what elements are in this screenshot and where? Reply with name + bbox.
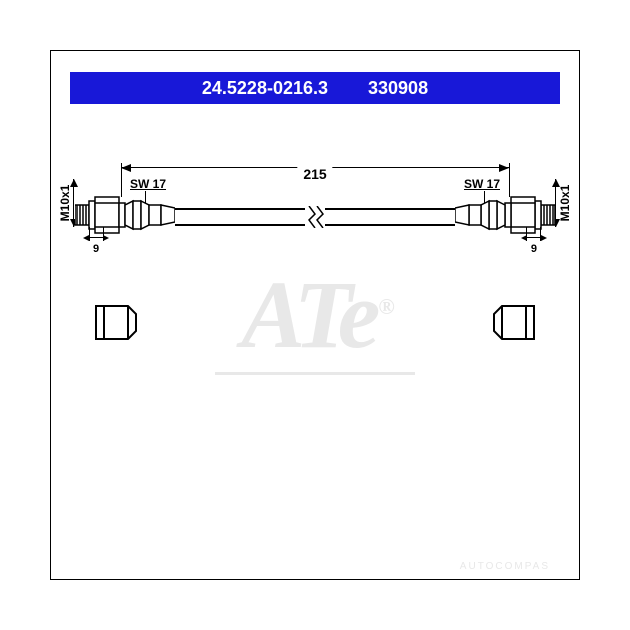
- thread-label: M10x1: [58, 184, 72, 221]
- fitting-left: [75, 195, 160, 235]
- break-symbol: [305, 206, 325, 228]
- dimension-value: 9: [531, 243, 537, 255]
- thread-dim-line: [555, 179, 556, 227]
- title-bar: 24.5228-0216.3 330908: [70, 72, 560, 104]
- canvas: 24.5228-0216.3 330908 ATe® AUTOCOMPAS 21…: [0, 0, 630, 630]
- end-view-left: [95, 305, 137, 340]
- hose-tube: [175, 208, 455, 226]
- footer-watermark: AUTOCOMPAS: [460, 561, 550, 572]
- thread-label: M10x1: [558, 184, 572, 221]
- part-code: 330908: [368, 78, 428, 99]
- end-view-right: [493, 305, 535, 340]
- dimension-value: 9: [93, 243, 99, 255]
- dimension-end-width-left: [89, 237, 103, 238]
- dimension-overall-length: 215: [121, 167, 509, 168]
- hose-assembly: [75, 195, 555, 235]
- extension-line: [89, 227, 90, 241]
- technical-drawing: 215 M10x1 M10x1 SW 17 SW 17: [55, 155, 575, 305]
- brand-underline: [215, 368, 415, 375]
- fitting-right: [470, 195, 555, 235]
- dimension-end-width-right: [527, 237, 541, 238]
- wrench-size-right: SW 17: [464, 177, 500, 191]
- thread-dim-line: [73, 179, 74, 227]
- extension-line: [509, 163, 510, 197]
- part-number: 24.5228-0216.3: [202, 78, 328, 99]
- dimension-value: 215: [297, 166, 332, 182]
- wrench-size-left: SW 17: [130, 177, 166, 191]
- thread-spec-left: M10x1: [55, 155, 75, 250]
- thread-spec-right: M10x1: [555, 155, 575, 250]
